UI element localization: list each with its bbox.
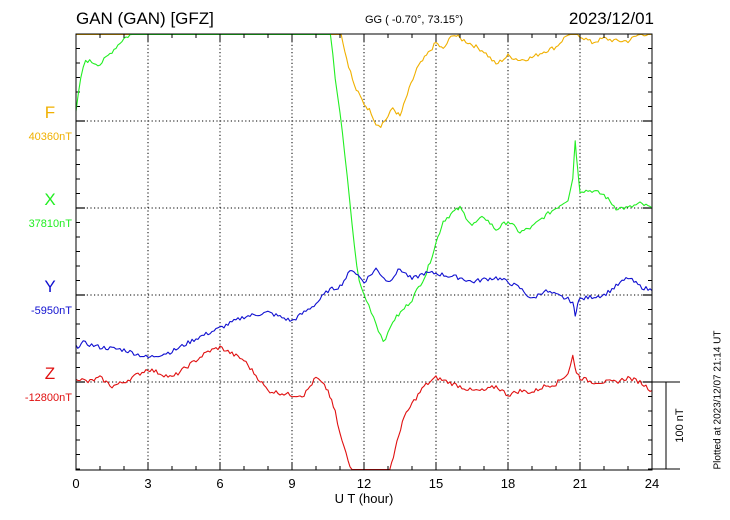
x-tick-label: 15 — [429, 476, 443, 491]
scale-bar-label: 100 nT — [674, 408, 686, 443]
series-name-Z: Z — [45, 364, 55, 383]
series-baseline-Z: -12800nT — [25, 392, 72, 404]
x-tick-label: 12 — [357, 476, 371, 491]
x-tick-label: 0 — [72, 476, 79, 491]
series-name-F: F — [45, 103, 55, 122]
x-tick-label: 6 — [216, 476, 223, 491]
x-tick-label: 18 — [501, 476, 515, 491]
x-axis-ticks: 0 3 6 9 12 15 18 21 24 — [72, 34, 659, 491]
x-tick-label: 9 — [288, 476, 295, 491]
series-line-Z — [75, 345, 653, 471]
chart-date: 2023/12/01 — [568, 9, 654, 28]
series-name-X: X — [44, 190, 55, 209]
grid-layer — [76, 34, 652, 470]
scale-bar: 100 nT — [652, 381, 686, 470]
x-tick-label: 24 — [645, 476, 659, 491]
series-name-Y: Y — [44, 277, 55, 296]
series-line-Y — [75, 267, 653, 358]
x-tick-label: 21 — [573, 476, 587, 491]
series-baseline-X: 37810nT — [29, 218, 73, 230]
x-tick-label: 3 — [144, 476, 151, 491]
geographic-coordinates: GG ( -0.70°, 73.15°) — [365, 14, 464, 26]
x-axis-label: U T (hour) — [335, 491, 394, 506]
station-title: GAN (GAN) [GFZ] — [76, 9, 214, 28]
series-baseline-Y: -5950nT — [31, 305, 72, 317]
series-labels: F 40360nT X 37810nT Y -5950nT Z -12800nT — [25, 103, 72, 404]
series-baseline-F: 40360nT — [29, 131, 73, 143]
